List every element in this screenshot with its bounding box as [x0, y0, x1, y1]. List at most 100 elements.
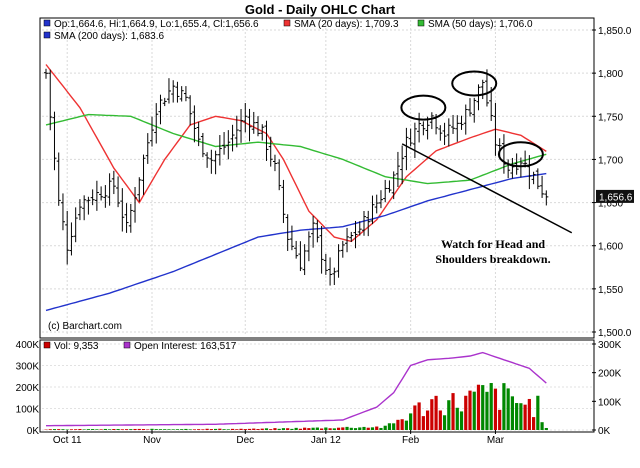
price-tick-label: 1,600 — [598, 242, 623, 253]
volume-bar — [129, 429, 133, 430]
price-tick-label: 1,550 — [598, 285, 623, 296]
volume-bar — [180, 429, 184, 430]
volume-bar — [78, 429, 82, 430]
volume-bars — [44, 383, 548, 430]
volume-tick-label: 0K — [27, 426, 40, 437]
moving-averages — [45, 64, 547, 312]
volume-bar — [226, 429, 230, 430]
sma200-line — [45, 172, 547, 312]
volume-bar — [235, 429, 239, 430]
date-tick-label: Oct 11 — [53, 435, 82, 446]
price-axis: 1,850.0 1,800 1,750 1,700 1,650 1,600 1,550 1,5… — [592, 26, 632, 339]
price-tick-label: 1,700 — [598, 155, 623, 166]
volume-bar — [252, 428, 256, 430]
volume-bar — [175, 429, 180, 430]
left-shoulder-ellipse — [400, 94, 447, 121]
volume-bar — [205, 428, 209, 430]
legend-sma20-swatch — [283, 19, 291, 27]
right-shoulder-ellipse — [497, 141, 544, 168]
volume-bar — [451, 393, 455, 430]
volume-bar — [74, 429, 78, 430]
grid — [42, 20, 592, 431]
legend-sma200: SMA (200 days): 1,683.6 — [54, 31, 165, 42]
legend-ohlc: Op:1,664.6, Hi:1,664.9, Lo:1,655.4, Cl:1… — [54, 19, 259, 30]
last-price-label: 1,656.6 — [599, 192, 633, 203]
legend-vol: Vol: 9,353 — [54, 341, 99, 352]
volume-bar — [286, 428, 290, 430]
price-tick-label: 1,500.0 — [598, 328, 632, 339]
volume-bar — [311, 427, 315, 430]
legend-oi: Open Interest: 163,517 — [134, 341, 237, 352]
open-interest — [46, 351, 547, 427]
volume-bar — [137, 428, 141, 430]
volume-bar — [370, 427, 375, 430]
volume-bar — [417, 402, 421, 430]
volume-bar — [353, 428, 358, 430]
volume-bar — [387, 423, 392, 430]
volume-bar — [383, 425, 387, 430]
oi-tick-label: 300K — [598, 340, 622, 351]
legend-ohlc-swatch — [43, 19, 51, 27]
volume-bar — [150, 428, 154, 430]
volume-bar — [69, 429, 74, 430]
volume-bar — [336, 427, 341, 430]
date-axis: Oct 11 Nov Dec Jan 12 Feb Mar — [53, 430, 505, 446]
volume-bar — [256, 429, 260, 430]
volume-bar — [243, 429, 247, 430]
volume-bar — [124, 429, 129, 430]
volume-bar — [442, 415, 447, 430]
volume-bar — [544, 427, 548, 430]
volume-bar — [120, 429, 124, 430]
volume-bar — [61, 429, 65, 430]
volume-bar — [468, 390, 472, 430]
last-price-box — [596, 189, 634, 203]
volume-bar — [481, 385, 485, 430]
sma50-line — [45, 113, 547, 185]
volume-bar — [201, 429, 205, 430]
volume-tick-label: 200K — [16, 383, 40, 394]
volume-bar — [476, 384, 481, 430]
volume-bar — [269, 429, 273, 430]
volume-tick-label: 400K — [16, 340, 40, 351]
volume-bar — [396, 419, 400, 430]
volume-bar — [214, 428, 218, 430]
volume-bar — [413, 405, 417, 430]
volume-bar — [345, 426, 349, 430]
price-panel — [39, 17, 595, 339]
volume-axis-left: 0K 100K 200K 300K 400K — [16, 340, 40, 437]
volume-bar — [222, 429, 226, 430]
volume-bar — [192, 429, 196, 430]
legend-vol-swatch — [43, 341, 51, 349]
volume-bar — [485, 391, 489, 430]
volume-bar — [298, 428, 302, 430]
volume-bar — [536, 395, 540, 430]
volume-bar — [447, 400, 451, 430]
volume-bar — [438, 410, 442, 430]
volume-bar — [281, 428, 286, 430]
volume-bar — [510, 396, 514, 430]
date-tick-label: Mar — [487, 435, 505, 446]
volume-bar — [91, 429, 95, 430]
volume-bar — [294, 427, 298, 430]
date-tick-label: Feb — [402, 435, 420, 446]
volume-bar — [400, 419, 404, 430]
volume-bar — [502, 383, 506, 430]
volume-bar — [116, 429, 120, 430]
neckline-trend — [401, 143, 573, 234]
volume-bar — [184, 428, 188, 430]
oi-tick-label: 0K — [598, 426, 611, 437]
volume-bar — [247, 428, 252, 430]
volume-bar — [464, 395, 468, 430]
legend-sma200-swatch — [43, 31, 51, 39]
volume-bar — [260, 428, 264, 430]
watermark: (c) Barchart.com — [48, 321, 122, 332]
volume-bar — [303, 427, 307, 430]
volume-bar — [426, 410, 430, 430]
volume-bar — [264, 428, 269, 430]
volume-bar — [141, 429, 146, 430]
annotations — [400, 70, 573, 234]
volume-bar — [158, 429, 163, 430]
sma20-line — [45, 64, 547, 243]
volume-bar — [82, 429, 86, 430]
volume-bar — [209, 429, 213, 430]
